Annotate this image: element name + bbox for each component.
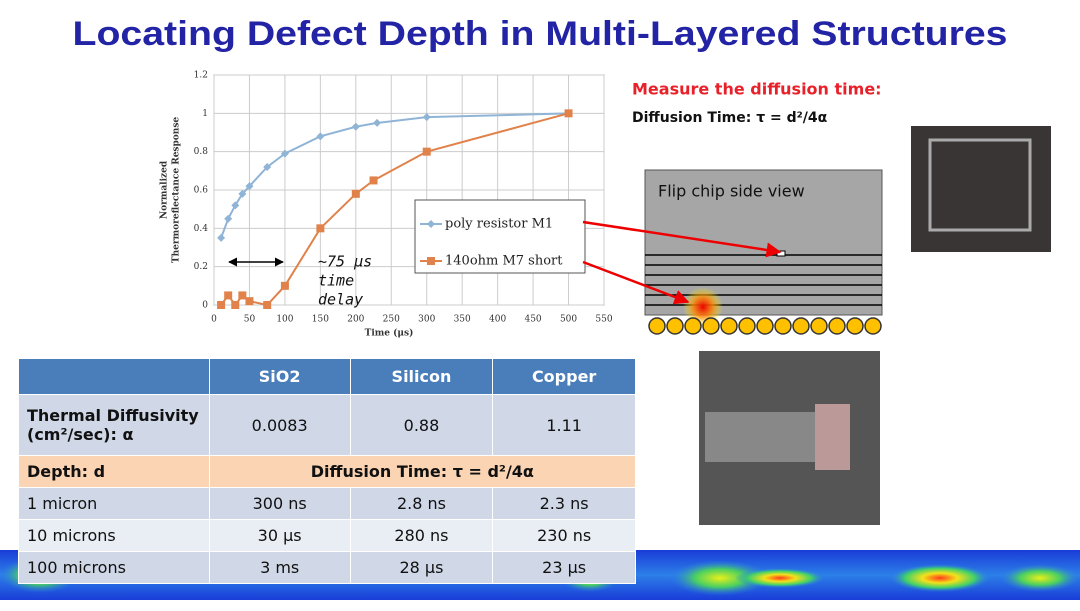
y-tick-label: 0.6 — [194, 186, 209, 196]
table-cell: 0.88 — [349, 394, 494, 456]
x-tick-label: 300 — [418, 315, 435, 325]
point — [224, 291, 233, 300]
point — [231, 201, 240, 210]
table-cell: Silicon — [349, 358, 494, 395]
y-tick-label: 0.4 — [194, 224, 209, 234]
point — [263, 301, 272, 309]
y-tick-label: 0 — [202, 301, 208, 311]
x-tick-label: 400 — [489, 315, 506, 325]
annotation: time — [318, 272, 354, 290]
diffusion-table: SiO2 Silicon Copper Thermal Diffusivity (cm… — [18, 358, 637, 584]
table-cell: Depth: d — [18, 455, 210, 488]
image-detail — [815, 404, 850, 470]
point — [217, 233, 226, 242]
point — [231, 301, 240, 309]
legend-label: 140ohm M7 short — [445, 254, 563, 269]
table-cell: 1 micron — [18, 487, 210, 520]
y-tick-label: 1 — [202, 109, 208, 119]
point — [422, 147, 431, 156]
table-cell — [18, 358, 210, 395]
table-row: 10 microns 30 μs 280 ns 230 ns — [18, 519, 636, 552]
point — [422, 113, 431, 122]
table-cell: 1.11 — [492, 394, 636, 456]
legend-swatch — [427, 257, 435, 265]
y-tick-label: 1.2 — [194, 71, 208, 81]
x-tick-label: 100 — [276, 315, 293, 325]
annotation: delay — [318, 291, 363, 309]
point — [245, 297, 254, 306]
point — [263, 163, 272, 171]
legend — [414, 199, 586, 274]
table-cell: 30 μs — [208, 519, 351, 552]
table-cell: Thermal Diffusivity (cm²/sec): α — [18, 394, 210, 456]
point — [224, 214, 233, 223]
table-cell: 2.3 ns — [492, 487, 636, 520]
y-tick-label: 0.8 — [194, 147, 209, 157]
x-tick-label: 0 — [211, 315, 217, 325]
table-cell: Diffusion Time: τ = d²/4α — [208, 455, 637, 488]
point — [280, 149, 289, 158]
table-cell: 2.8 ns — [349, 487, 494, 520]
point — [245, 182, 254, 191]
legend-swatch — [427, 220, 435, 228]
point — [369, 176, 378, 185]
table-cell: 28 μs — [349, 551, 494, 584]
measure-heading: Measure the diffusion time: — [632, 80, 882, 99]
x-tick-label: 450 — [524, 315, 541, 325]
slide-title: Locating Defect Depth in Multi-Layered S… — [73, 15, 1008, 53]
y-axis-label: Thermoreflectance Response — [172, 117, 182, 264]
table-cell: SiO2 — [208, 358, 351, 395]
point — [316, 132, 325, 141]
point — [238, 189, 247, 198]
point — [316, 224, 325, 233]
table-row: 100 microns 3 ms 28 μs 23 μs — [18, 551, 636, 584]
x-tick-label: 150 — [312, 315, 329, 325]
table-row: 1 micron 300 ns 2.8 ns 2.3 ns — [18, 487, 636, 520]
x-tick-label: 200 — [347, 315, 364, 325]
table-cell: Copper — [492, 358, 636, 395]
table-cell: 10 microns — [18, 519, 210, 552]
table-cell: 300 ns — [208, 487, 351, 520]
x-tick-label: 50 — [244, 315, 256, 325]
point — [564, 109, 573, 118]
table-cell: 23 μs — [492, 551, 636, 584]
table-row: SiO2 Silicon Copper — [18, 358, 636, 395]
table-cell: 280 ns — [349, 519, 494, 552]
point — [351, 122, 360, 131]
point — [351, 189, 360, 198]
x-tick-label: 500 — [560, 315, 577, 325]
table-cell: 3 ms — [208, 551, 351, 584]
point — [238, 291, 247, 300]
x-axis-label: Time (μs) — [365, 328, 414, 339]
flip-chip-diagram: Flip chip side view — [582, 169, 883, 335]
table-cell: 230 ns — [492, 519, 636, 552]
table-cell: 0.0083 — [208, 394, 351, 456]
image-detail — [928, 138, 1032, 232]
legend-label: poly resistor M1 — [445, 217, 553, 232]
point — [280, 281, 289, 290]
x-tick-label: 250 — [383, 315, 400, 325]
y-tick-label: 0.2 — [194, 262, 208, 272]
x-tick-label: 350 — [454, 315, 471, 325]
table-row: Depth: d Diffusion Time: τ = d²/4α — [18, 455, 637, 488]
x-tick-label: 550 — [595, 315, 612, 325]
formula: Diffusion Time: τ = d²/4α — [632, 110, 828, 126]
annotation: ~75 μs — [318, 253, 372, 271]
image-detail — [705, 412, 815, 462]
diagram-label: Flip chip side view — [658, 182, 805, 201]
point — [373, 118, 382, 127]
table-row: Thermal Diffusivity (cm²/sec): α 0.0083 0.… — [18, 394, 636, 456]
table-cell: 100 microns — [18, 551, 210, 584]
point — [217, 301, 226, 309]
chart: 0 50 100 150 200 250 300 350 400 450 500 550 0 0.2 0.4… — [160, 71, 613, 339]
y-axis-label: Normalized — [160, 160, 170, 219]
